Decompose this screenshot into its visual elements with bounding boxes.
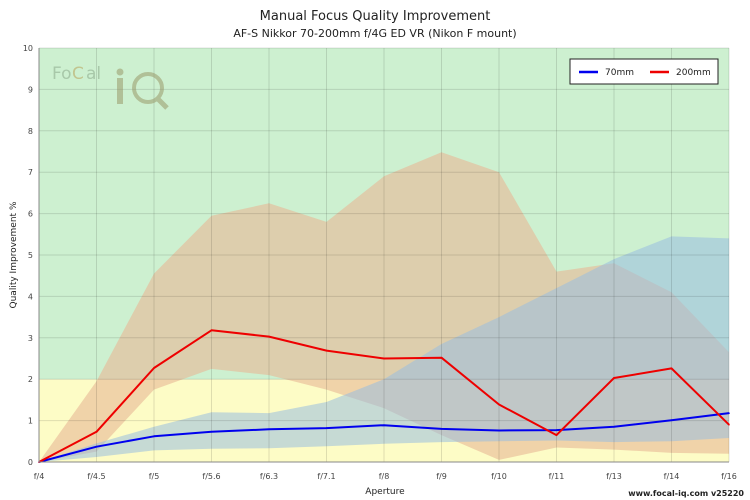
point-70mm-5	[325, 427, 328, 429]
x-tick-label-10: f/13	[606, 472, 622, 481]
point-70mm-11	[670, 419, 673, 421]
y-tick-label-2: 2	[28, 375, 33, 384]
y-tick-label-7: 7	[28, 168, 33, 177]
y-tick-label-8: 8	[28, 127, 33, 136]
y-tick-label-9: 9	[28, 85, 33, 94]
x-tick-label-6: f/8	[379, 472, 390, 481]
point-70mm-3	[210, 430, 213, 433]
point-200mm-8	[498, 403, 500, 406]
point-70mm-10	[613, 426, 615, 428]
point-70mm-7	[440, 428, 443, 430]
y-tick-label-10: 10	[23, 44, 33, 53]
x-tick-label-5: f/7.1	[317, 472, 335, 481]
y-tick-label-6: 6	[28, 210, 33, 219]
point-200mm-9	[555, 434, 558, 436]
point-200mm-4	[268, 335, 270, 338]
confidence-bands	[39, 152, 729, 463]
focal-iq-logo: Fo C al	[52, 64, 169, 110]
y-tick-label-0: 0	[28, 458, 33, 467]
x-tick-label-4: f/6.3	[260, 472, 278, 481]
axes	[38, 48, 729, 463]
x-tick-label-9: f/11	[549, 472, 565, 481]
legend: 70mm 200mm	[569, 58, 719, 85]
point-200mm-6	[383, 357, 385, 360]
point-200mm-10	[613, 377, 615, 379]
y-tick-label-3: 3	[28, 334, 33, 343]
point-200mm-5	[325, 349, 328, 352]
point-200mm-11	[670, 367, 673, 370]
point-70mm-2	[153, 435, 155, 438]
x-tick-label-7: f/9	[436, 472, 447, 481]
svg-text:C: C	[72, 64, 84, 84]
x-tick-labels: f/4 f/4.5 f/5 f/5.6 f/6.3 f/7.1 f/8 f/9 f/10 f/11…	[34, 472, 737, 481]
grid-lines	[38, 47, 730, 463]
x-tick-label-11: f/14	[664, 472, 680, 481]
point-200mm-7	[440, 356, 443, 359]
point-200mm-3	[210, 329, 213, 332]
y-tick-label-1: 1	[28, 417, 33, 426]
series-lines	[38, 329, 730, 463]
x-axis-label: Aperture	[365, 487, 405, 497]
point-70mm-6	[383, 424, 385, 426]
point-70mm-9	[555, 429, 558, 431]
footer-credit: www.focal-iq.com v25220	[628, 489, 744, 498]
x-tick-label-12: f/16	[721, 472, 737, 481]
band-70mm	[39, 236, 729, 462]
chart-subtitle: AF-S Nikkor 70-200mm f/4G ED VR (Nikon F…	[233, 27, 516, 40]
x-tick-label-2: f/5	[149, 472, 160, 481]
svg-text:al: al	[86, 64, 101, 84]
svg-text:Fo: Fo	[52, 64, 72, 84]
point-200mm-2	[153, 367, 155, 369]
point-70mm-1	[95, 445, 98, 448]
legend-label-70mm: 70mm	[605, 68, 634, 78]
y-axis-label: Quality Improvement %	[9, 201, 19, 308]
x-tick-label-0: f/4	[34, 472, 45, 481]
x-tick-label-3: f/5.6	[202, 472, 220, 481]
x-tick-label-1: f/4.5	[87, 472, 105, 481]
point-70mm-4	[268, 428, 270, 431]
legend-label-200mm: 200mm	[676, 68, 711, 78]
x-tick-label-8: f/10	[491, 472, 507, 481]
y-tick-label-4: 4	[28, 292, 33, 301]
point-200mm-12	[728, 423, 730, 426]
chart-title: Manual Focus Quality Improvement	[260, 9, 491, 24]
y-tick-labels: 0 1 2 3 4 5 6 7 8 9 10	[23, 44, 33, 467]
point-70mm-8	[498, 429, 500, 432]
y-tick-label-5: 5	[28, 251, 33, 260]
point-200mm-1	[95, 430, 98, 433]
point-70mm-12	[728, 412, 730, 414]
